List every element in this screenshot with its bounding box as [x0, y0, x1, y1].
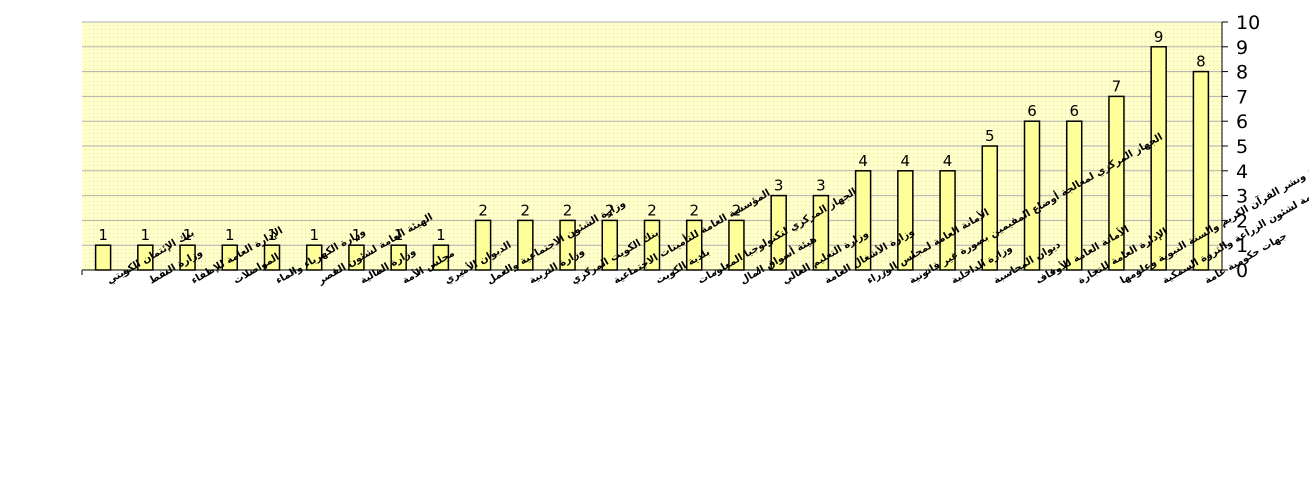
y-tick-label: 5 [1236, 136, 1248, 158]
y-tick-label: 4 [1236, 161, 1248, 183]
bar [179, 244, 196, 271]
bar [348, 244, 365, 271]
bar [94, 244, 112, 271]
bar [643, 219, 661, 271]
bar [137, 244, 154, 271]
data-label: 6 [1069, 102, 1079, 120]
bar [601, 219, 619, 271]
data-label: 1 [352, 226, 362, 244]
bar [897, 170, 914, 271]
bar [559, 219, 576, 271]
data-label: 4 [943, 152, 953, 170]
y-tick-label: 6 [1236, 111, 1248, 133]
data-label: 1 [394, 226, 404, 244]
bar [854, 170, 872, 271]
data-label: 8 [1196, 53, 1206, 71]
data-labels: 1 1 1 1 1 1 1 1 1 2 2 2 2 2 2 2 3 3 4 4 4 5 6 6 7 9 8 [98, 28, 1205, 244]
data-label: 7 [1112, 77, 1122, 95]
bar [981, 145, 999, 271]
bar [474, 219, 492, 271]
y-tick-label: 3 [1236, 186, 1248, 208]
bar [1023, 120, 1041, 271]
bar [1150, 46, 1167, 271]
data-label: 2 [605, 201, 615, 219]
bar [432, 244, 450, 271]
data-label: 1 [309, 226, 319, 244]
bar [1108, 95, 1125, 271]
data-label: 5 [985, 127, 995, 145]
bar [939, 170, 956, 271]
bar [770, 194, 787, 271]
bar [517, 219, 534, 271]
y-tick-label: 8 [1236, 62, 1248, 84]
data-label: 1 [183, 226, 193, 244]
data-label: 1 [225, 226, 235, 244]
data-label: 3 [774, 177, 784, 195]
bars [81, 46, 1210, 275]
bar [685, 219, 703, 271]
y-tick-label: 1 [1236, 235, 1248, 257]
data-label: 1 [436, 226, 446, 244]
data-label: 2 [732, 201, 742, 219]
bar [1192, 70, 1210, 271]
bar [728, 219, 745, 271]
data-label: 2 [563, 201, 573, 219]
data-label: 2 [478, 201, 488, 219]
data-label: 1 [267, 226, 277, 244]
data-label: 9 [1154, 28, 1164, 46]
y-tick-label: 9 [1236, 37, 1248, 59]
y-tick-label: 2 [1236, 210, 1248, 232]
data-label: 1 [141, 226, 151, 244]
y-tick-label: 7 [1236, 86, 1248, 108]
bar [1065, 120, 1083, 271]
data-label: 2 [521, 201, 531, 219]
data-label: 2 [647, 201, 657, 219]
data-label: 2 [689, 201, 699, 219]
bar [263, 244, 281, 271]
data-label: 4 [858, 152, 868, 170]
bar [305, 244, 323, 271]
data-label: 6 [1027, 102, 1037, 120]
data-label: 3 [816, 177, 826, 195]
y-tick-label: 0 [1236, 260, 1248, 282]
y-tick-label: 10 [1236, 12, 1260, 34]
bar [812, 194, 830, 271]
bar [221, 244, 239, 271]
bar [390, 244, 407, 271]
data-label: 1 [98, 226, 108, 244]
data-label: 4 [901, 152, 911, 170]
